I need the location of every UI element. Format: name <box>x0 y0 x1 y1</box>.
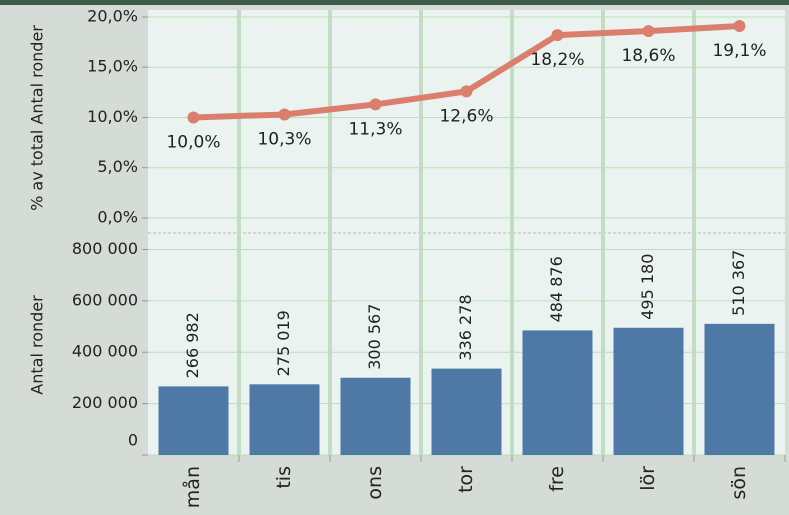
x-tick-label: fre <box>546 466 568 492</box>
point <box>551 29 564 42</box>
x-tick-label: lör <box>637 466 659 491</box>
x-tick-label: sön <box>728 466 750 500</box>
y-tick-label: 400 000 <box>72 342 138 361</box>
y-axis-title: % av total Antal ronder <box>28 25 47 211</box>
x-tick-label: tor <box>455 466 477 493</box>
bar <box>431 368 502 455</box>
bar <box>340 377 411 455</box>
bar <box>522 330 593 455</box>
bar <box>158 386 229 455</box>
y-axis-title: Antal ronder <box>28 295 47 395</box>
point <box>733 20 746 33</box>
y-tick-label: 20,0% <box>87 7 138 26</box>
bar-value-label: 510 367 <box>729 250 748 316</box>
point <box>187 111 200 124</box>
bar-value-label: 300 567 <box>365 304 384 370</box>
point-value-label: 19,1% <box>712 41 766 61</box>
bar-value-label: 275 019 <box>274 310 293 376</box>
bar-value-label: 495 180 <box>638 254 657 320</box>
bar-value-label: 336 278 <box>456 294 475 360</box>
point-value-label: 18,6% <box>621 46 675 66</box>
x-tick-label: mån <box>181 466 204 508</box>
point <box>642 25 655 38</box>
y-tick-label: 200 000 <box>72 393 138 412</box>
bar <box>613 327 684 455</box>
point-value-label: 10,3% <box>257 129 311 149</box>
bar <box>704 323 775 455</box>
top-strip <box>0 0 789 5</box>
y-tick-label: 600 000 <box>72 290 138 309</box>
bar-value-label: 484 876 <box>547 256 566 322</box>
bar <box>249 384 320 455</box>
point-value-label: 18,2% <box>530 50 584 70</box>
bar-value-label: 266 982 <box>183 312 202 378</box>
y-tick-label: 5,0% <box>97 157 138 176</box>
point <box>369 98 382 111</box>
y-tick-label: 800 000 <box>72 239 138 258</box>
point-value-label: 11,3% <box>348 119 402 139</box>
point-value-label: 10,0% <box>166 132 220 152</box>
x-tick-label: ons <box>364 466 386 500</box>
y-tick-label: 15,0% <box>87 57 138 76</box>
point <box>278 108 291 121</box>
y-tick-label: 10,0% <box>87 107 138 126</box>
point-value-label: 12,6% <box>439 106 493 126</box>
point <box>460 85 473 98</box>
x-tick-label: tis <box>273 466 295 489</box>
y-tick-label: 0 <box>128 431 138 450</box>
y-tick-label: 0,0% <box>97 207 138 226</box>
